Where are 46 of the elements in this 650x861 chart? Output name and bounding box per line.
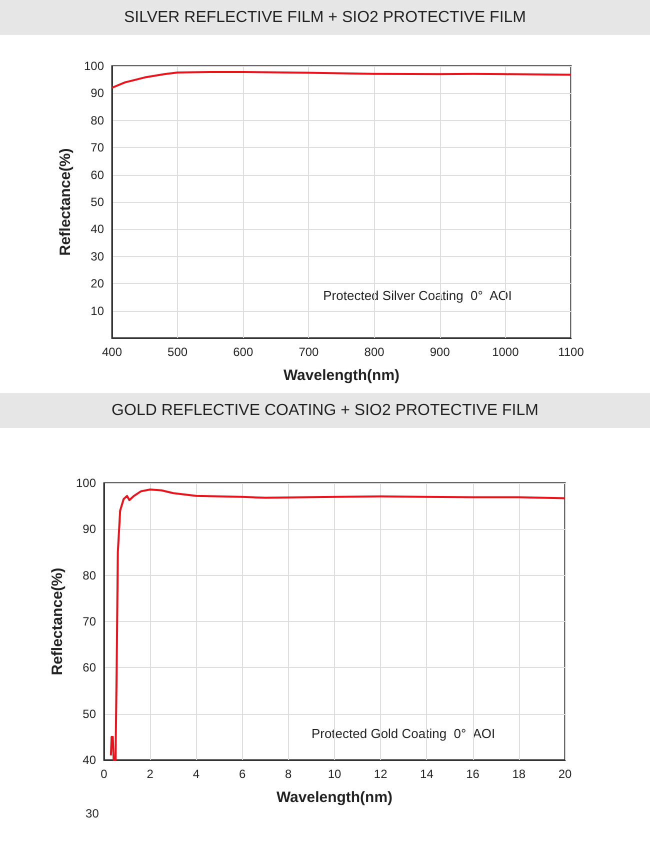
- x-tick-label: 12: [374, 767, 388, 781]
- x-tick-label: 18: [512, 767, 526, 781]
- y-tick-label: 40: [90, 222, 104, 236]
- y-tick-label: 80: [82, 568, 96, 582]
- x-axis-title: Wavelength(nm): [283, 367, 400, 384]
- y-tick-label: 40: [82, 753, 96, 767]
- x-tick-label: 600: [233, 345, 254, 359]
- y-axis-title: Reflectance(%): [57, 148, 74, 256]
- x-tick-label: 10: [328, 767, 342, 781]
- x-tick-label: 6: [238, 767, 246, 781]
- x-tick-label: 8: [285, 767, 292, 781]
- x-tick-label: 0: [100, 767, 108, 781]
- x-tick-label: 400: [102, 345, 122, 359]
- chart-title: GOLD REFLECTIVE COATING + SIO2 PROTECTIVE FILM: [0, 393, 650, 428]
- y-tick-label: 90: [90, 86, 104, 100]
- annotation: Protected Gold Coating 0° AOI: [311, 726, 496, 742]
- line-series: [110, 488, 566, 761]
- y-axis-title: Reflectance(%): [49, 568, 66, 676]
- x-tick-label: 1000: [492, 345, 520, 359]
- x-tick-label: 4: [192, 767, 200, 781]
- y-tick-label: 50: [90, 195, 104, 209]
- x-axis-title: Wavelength(nm): [276, 789, 393, 806]
- y-tick-label: 50: [82, 706, 96, 721]
- line-series: [111, 70, 572, 89]
- y-tick-label: 60: [82, 660, 96, 675]
- y-tick-label: 70: [90, 140, 104, 155]
- y-tick-label: 10: [90, 304, 104, 318]
- annotation: Protected Silver Coating 0° AOI: [323, 288, 512, 304]
- y-tick-label: 20: [90, 276, 104, 291]
- chart-title: SILVER REFLECTIVE FILM + SIO2 PROTECTIVE FILM: [0, 0, 650, 35]
- y-tick-label: 60: [90, 168, 104, 182]
- x-tick-label: 14: [420, 767, 434, 781]
- y-tick-label: 70: [82, 614, 96, 628]
- x-tick-label: 800: [364, 345, 385, 359]
- x-tick-label: 16: [466, 767, 480, 781]
- x-tick-label: 900: [430, 345, 450, 359]
- y-tick-label: 90: [82, 522, 96, 536]
- y-tick-label: 100: [76, 476, 96, 490]
- y-tick-label: 80: [90, 113, 104, 128]
- x-tick-label: 700: [298, 345, 320, 359]
- x-tick-label: 2: [146, 767, 154, 781]
- x-tick-label: 500: [168, 345, 188, 359]
- x-tick-label: 1100: [558, 345, 584, 359]
- y-tick-label: 100: [84, 59, 104, 73]
- x-tick-label: 20: [558, 767, 572, 781]
- y-tick-label: 30: [90, 249, 104, 264]
